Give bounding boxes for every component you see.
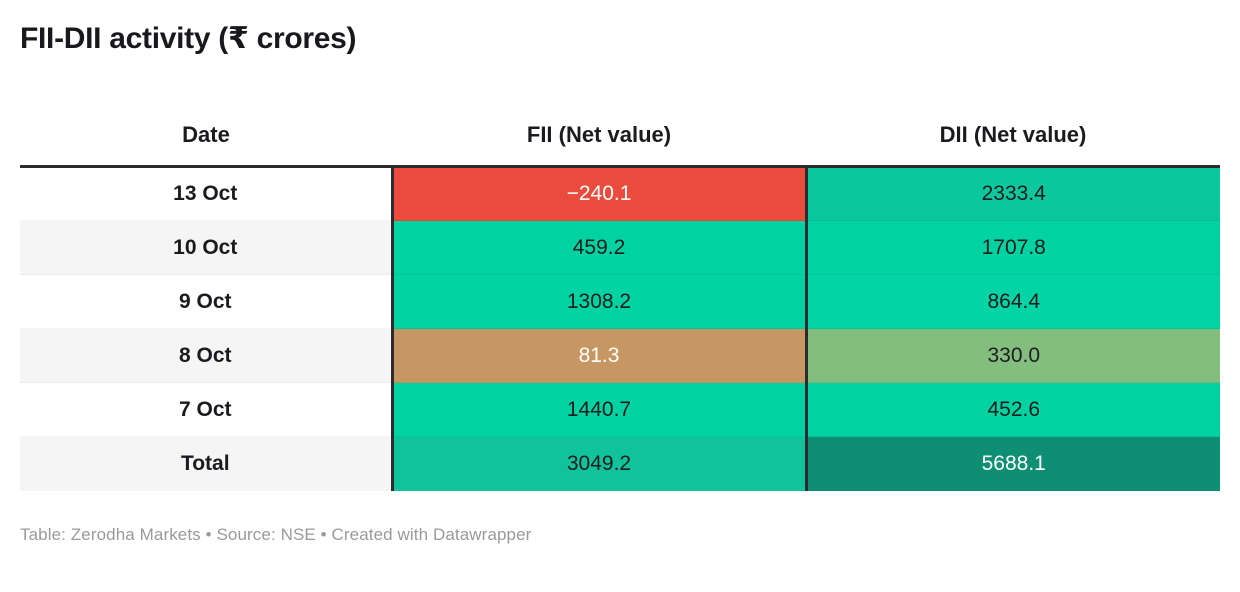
table-row: 8 Oct 81.3 330.0 bbox=[20, 328, 1220, 383]
date-cell: 8 Oct bbox=[20, 328, 392, 383]
dii-cell: 2333.4 bbox=[806, 166, 1220, 221]
fii-dii-table: Date FII (Net value) DII (Net value) 13 … bbox=[20, 108, 1220, 491]
date-cell: 13 Oct bbox=[20, 166, 392, 221]
page-title: FII-DII activity (₹ crores) bbox=[20, 22, 357, 55]
column-header-fii: FII (Net value) bbox=[392, 108, 806, 168]
fii-cell: −240.1 bbox=[390, 166, 808, 221]
table-row: 13 Oct −240.1 2333.4 bbox=[20, 166, 1220, 221]
column-header-dii: DII (Net value) bbox=[806, 108, 1220, 168]
header-row: Date FII (Net value) DII (Net value) bbox=[20, 108, 1220, 168]
fii-cell: 459.2 bbox=[390, 220, 808, 275]
table-body: 13 Oct −240.1 2333.4 10 Oct 459.2 1707.8 9 Oct… bbox=[20, 166, 1220, 491]
dii-cell: 452.6 bbox=[806, 382, 1220, 437]
table-row: 9 Oct 1308.2 864.4 bbox=[20, 274, 1220, 329]
table-row: 10 Oct 459.2 1707.8 bbox=[20, 220, 1220, 275]
datawrapper-table-page: FII-DII activity (₹ crores) Date FII (Ne… bbox=[20, 22, 1220, 491]
fii-cell: 1440.7 bbox=[390, 382, 808, 437]
table-row: 7 Oct 1440.7 452.6 bbox=[20, 382, 1220, 437]
date-cell: Total bbox=[20, 436, 392, 491]
dii-cell: 330.0 bbox=[806, 328, 1220, 383]
dii-cell: 864.4 bbox=[806, 274, 1220, 329]
dii-cell: 1707.8 bbox=[806, 220, 1220, 275]
table-header: Date FII (Net value) DII (Net value) bbox=[20, 108, 1220, 168]
date-cell: 9 Oct bbox=[20, 274, 392, 329]
date-cell: 10 Oct bbox=[20, 220, 392, 275]
date-cell: 7 Oct bbox=[20, 382, 392, 437]
fii-cell: 81.3 bbox=[390, 328, 808, 383]
dii-cell: 5688.1 bbox=[806, 436, 1220, 491]
attribution-footer: Table: Zerodha Markets • Source: NSE • C… bbox=[20, 524, 532, 544]
fii-cell: 3049.2 bbox=[390, 436, 808, 491]
column-header-date: Date bbox=[20, 108, 392, 168]
table-row: Total 3049.2 5688.1 bbox=[20, 436, 1220, 491]
fii-cell: 1308.2 bbox=[390, 274, 808, 329]
